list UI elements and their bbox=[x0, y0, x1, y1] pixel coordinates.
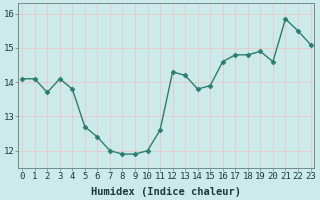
X-axis label: Humidex (Indice chaleur): Humidex (Indice chaleur) bbox=[91, 186, 241, 197]
